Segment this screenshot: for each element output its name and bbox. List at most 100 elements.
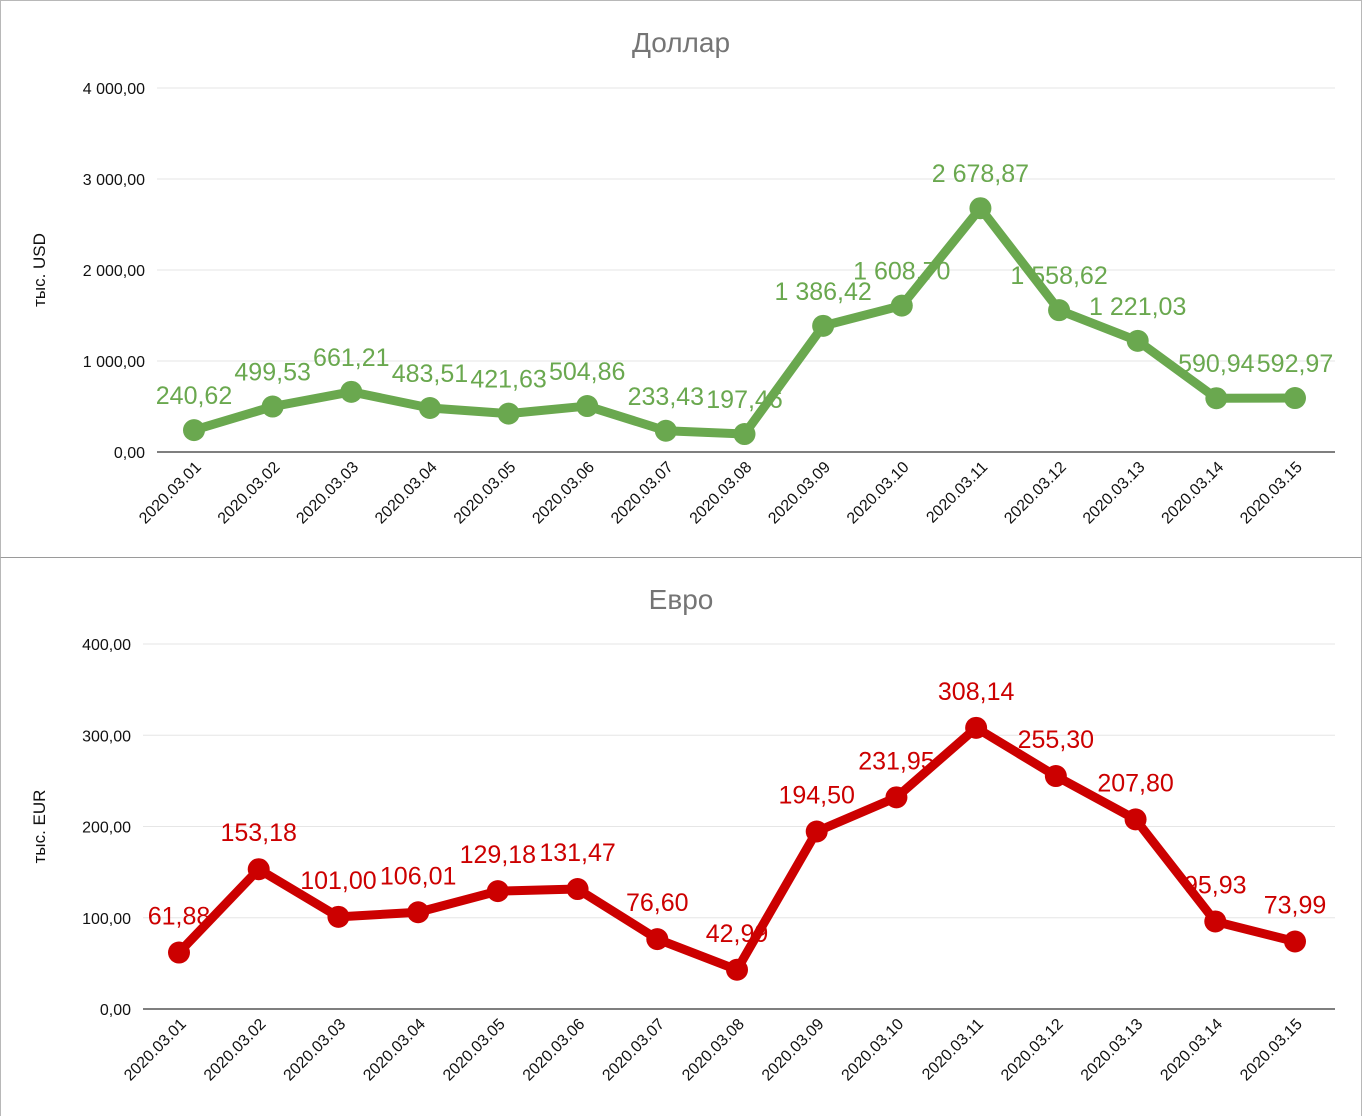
y-tick-label: 1 000,00: [83, 354, 145, 371]
data-label: 233,43: [628, 383, 704, 411]
x-tick-label: 2020.03.02: [201, 1016, 270, 1085]
data-label: 197,46: [706, 386, 782, 414]
x-tick-label: 2020.03.06: [529, 459, 598, 528]
data-label: 61,88: [148, 903, 211, 931]
x-tick-label: 2020.03.04: [360, 1016, 429, 1085]
x-tick-label: 2020.03.07: [608, 459, 677, 528]
data-label: 592,97: [1257, 350, 1333, 378]
x-tick-label: 2020.03.07: [599, 1016, 668, 1085]
data-point: [247, 858, 270, 881]
x-tick-label: 2020.03.12: [998, 1016, 1067, 1085]
data-label: 1 558,62: [1010, 262, 1107, 290]
data-label: 504,86: [549, 358, 625, 386]
x-tick-label: 2020.03.11: [919, 1016, 987, 1084]
data-label: 73,99: [1264, 891, 1327, 919]
data-point: [1044, 765, 1067, 788]
data-point: [654, 419, 677, 442]
x-tick-label: 2020.03.09: [759, 1016, 828, 1085]
data-label: 95,93: [1184, 871, 1247, 899]
y-tick-label: 100,00: [82, 911, 131, 928]
data-point: [969, 197, 992, 220]
y-tick-label: 0,00: [114, 445, 145, 462]
data-point: [890, 294, 913, 317]
x-tick-label: 2020.03.08: [687, 459, 756, 528]
data-label: 255,30: [1018, 726, 1094, 754]
data-label: 240,62: [156, 382, 232, 410]
data-point: [168, 941, 190, 964]
data-point: [1126, 329, 1149, 352]
y-tick-label: 2 000,00: [83, 263, 145, 280]
data-point: [646, 928, 669, 951]
data-point: [1284, 930, 1306, 953]
data-label: 131,47: [539, 839, 615, 867]
y-tick-label: 200,00: [82, 820, 131, 837]
eur-line-chart: 0,00 100,00 200,00 300,00 400,00 тыс. EUR 2020…: [30, 637, 1335, 1085]
x-tick-label: 2020.03.10: [839, 1016, 908, 1085]
data-point: [812, 314, 835, 337]
data-label: 590,94: [1178, 350, 1255, 378]
data-label: 483,51: [392, 360, 468, 388]
x-tick-label: 2020.03.08: [679, 1016, 748, 1085]
data-label: 153,18: [220, 819, 296, 847]
data-point: [726, 958, 748, 981]
data-label: 1 221,03: [1089, 293, 1186, 321]
x-tick-label: 2020.03.01: [121, 1016, 190, 1085]
data-label: 42,99: [706, 920, 769, 948]
data-point: [1284, 387, 1306, 410]
data-point: [1124, 808, 1147, 831]
data-label: 1 386,42: [774, 278, 871, 306]
data-point: [965, 716, 988, 739]
usd-chart-panel: Доллар 0,00 1 000,00 2 000,00 3 000,00 4 000…: [0, 0, 1362, 558]
data-label: 421,63: [470, 366, 546, 394]
data-point: [1204, 910, 1227, 933]
data-point: [733, 423, 756, 446]
data-point: [805, 820, 828, 843]
data-point: [183, 419, 205, 442]
x-tick-label: 2020.03.06: [520, 1016, 589, 1085]
data-point: [1205, 387, 1228, 410]
y-axis-label: тыс. EUR: [30, 790, 49, 864]
y-tick-label: 400,00: [82, 637, 131, 654]
x-tick-label: 2020.03.05: [440, 1016, 509, 1085]
data-label: 1 608,70: [853, 258, 950, 286]
x-tick-label: 2020.03.14: [1159, 459, 1228, 528]
x-tick-label: 2020.03.01: [136, 459, 205, 528]
data-point: [576, 395, 599, 418]
data-point: [486, 880, 509, 903]
data-point: [340, 380, 363, 403]
x-tick-label: 2020.03.09: [765, 459, 834, 528]
data-label: 194,50: [778, 782, 854, 810]
x-tick-label: 2020.03.04: [372, 459, 441, 528]
x-tick-label: 2020.03.11: [923, 459, 991, 527]
data-label: 207,80: [1097, 769, 1173, 797]
data-label: 2 678,87: [932, 160, 1029, 188]
y-tick-label: 4 000,00: [83, 81, 145, 98]
x-tick-label: 2020.03.13: [1080, 459, 1149, 528]
usd-line-chart: 0,00 1 000,00 2 000,00 3 000,00 4 000,00 тыс.…: [30, 81, 1335, 528]
x-tick-label: 2020.03.10: [844, 459, 913, 528]
data-point: [885, 786, 908, 809]
eur-chart-panel: Евро 0,00 100,00 200,00 300,00 400,00 тыс. EU…: [0, 558, 1362, 1116]
x-tick-label: 2020.03.14: [1157, 1016, 1226, 1085]
data-point: [497, 402, 520, 425]
data-point: [1048, 299, 1071, 322]
data-point: [566, 878, 589, 901]
chart-title: Доллар: [631, 27, 731, 58]
x-tick-label: 2020.03.03: [281, 1016, 350, 1085]
x-tick-label: 2020.03.12: [1001, 459, 1070, 528]
data-label: 499,53: [234, 359, 310, 387]
data-label: 76,60: [626, 889, 689, 917]
data-label: 661,21: [313, 344, 389, 372]
y-tick-label: 3 000,00: [83, 172, 145, 189]
y-tick-label: 0,00: [100, 1002, 131, 1019]
x-tick-label: 2020.03.15: [1237, 459, 1306, 528]
data-point: [327, 905, 350, 928]
data-point: [261, 395, 284, 418]
data-point: [407, 901, 430, 924]
x-tick-label: 2020.03.02: [215, 459, 284, 528]
data-label: 231,95: [858, 747, 934, 775]
y-tick-label: 300,00: [82, 728, 131, 745]
data-point: [418, 397, 441, 420]
data-label: 106,01: [380, 862, 456, 890]
x-tick-label: 2020.03.05: [451, 459, 520, 528]
